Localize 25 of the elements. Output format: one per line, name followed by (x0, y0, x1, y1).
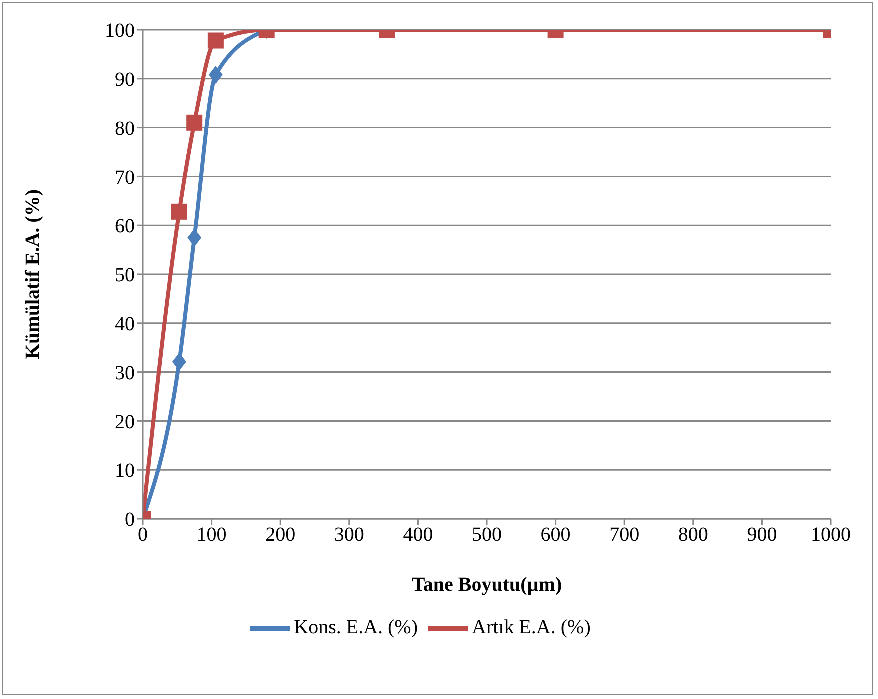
x-tick-label: 300 (334, 524, 364, 546)
y-tick-label: 50 (115, 264, 135, 287)
y-tick-label: 100 (105, 20, 135, 42)
x-tick-label: 400 (403, 524, 434, 546)
legend-label: Kons. E.A. (%) (294, 616, 418, 639)
y-tick-label: 60 (115, 216, 135, 238)
x-tick-label: 600 (540, 524, 571, 546)
y-tick-label: 40 (115, 314, 135, 336)
y-tick-label: 70 (115, 166, 135, 189)
legend-label: Artık E.A. (%) (472, 616, 591, 639)
x-tick-label: 900 (747, 524, 778, 546)
x-tick-label: 100 (196, 524, 227, 546)
x-tick-label: 800 (678, 524, 708, 546)
y-tick-label: 80 (115, 118, 135, 140)
x-tick-label: 1000 (811, 524, 851, 546)
x-axis-title: Tane Boyutu(µm) (412, 574, 562, 596)
y-tick-label: 30 (115, 362, 135, 384)
y-axis-title: Kümülatif E.A. (%) (22, 190, 44, 360)
y-tick-label: 0 (125, 509, 135, 532)
x-tick-label: 500 (472, 524, 502, 546)
x-tick-label: 200 (266, 524, 296, 546)
x-tick-label: 700 (610, 524, 640, 546)
y-tick-label: 90 (115, 69, 135, 91)
y-tick-label: 20 (115, 411, 135, 434)
y-tick-label: 10 (115, 460, 135, 482)
